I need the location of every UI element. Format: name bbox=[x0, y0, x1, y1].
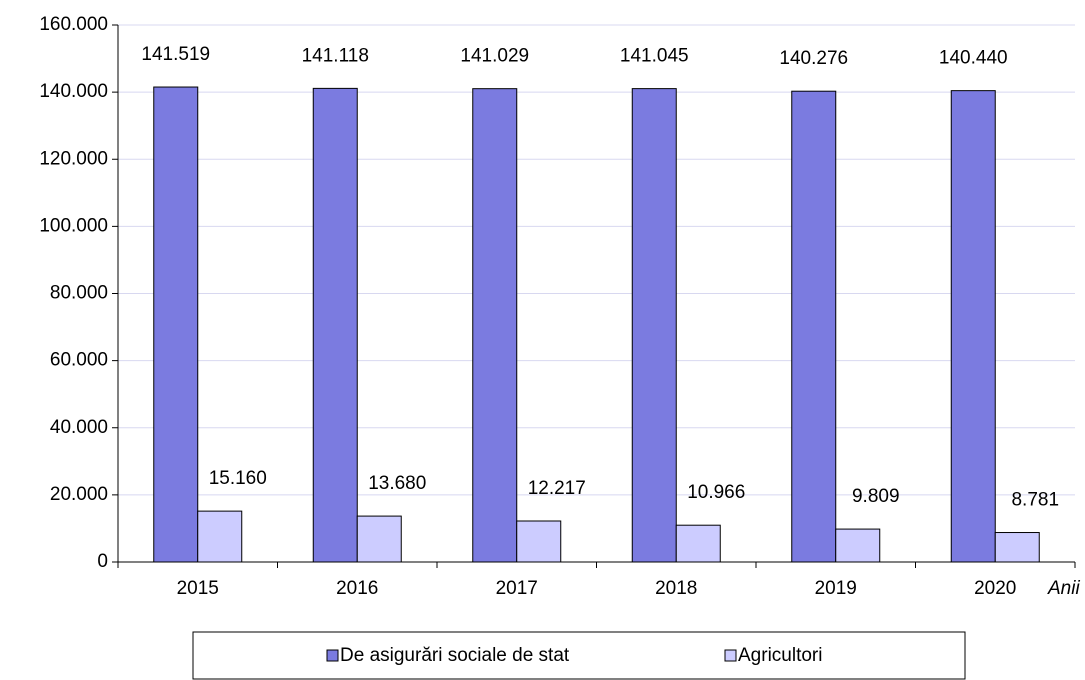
legend-swatch bbox=[326, 649, 339, 662]
x-tick-label: 2019 bbox=[815, 578, 857, 599]
data-label: 140.440 bbox=[939, 48, 1008, 69]
data-label: 12.217 bbox=[528, 478, 586, 499]
y-tick-label: 60.000 bbox=[50, 350, 108, 371]
x-tick-label: 2015 bbox=[177, 578, 219, 599]
y-tick-label: 20.000 bbox=[50, 484, 108, 505]
bar bbox=[791, 90, 837, 563]
y-tick-label: 0 bbox=[97, 551, 108, 572]
y-tick-label: 160.000 bbox=[39, 14, 108, 35]
data-label: 10.966 bbox=[687, 482, 745, 503]
legend-swatch bbox=[724, 649, 737, 662]
y-tick-label: 120.000 bbox=[39, 148, 108, 169]
bar bbox=[631, 88, 677, 563]
y-tick-label: 140.000 bbox=[39, 81, 108, 102]
x-tick-label: 2020 bbox=[974, 578, 1016, 599]
bar bbox=[197, 510, 243, 563]
legend-label: Agricultori bbox=[738, 645, 822, 666]
data-label: 141.029 bbox=[460, 46, 529, 67]
x-tick-label: 2017 bbox=[496, 578, 538, 599]
bar bbox=[950, 90, 996, 563]
data-label: 15.160 bbox=[209, 468, 267, 489]
data-label: 141.519 bbox=[141, 44, 210, 65]
y-tick-label: 80.000 bbox=[50, 283, 108, 304]
data-label: 141.045 bbox=[620, 46, 689, 67]
x-tick-label: 2016 bbox=[336, 578, 378, 599]
data-label: 141.118 bbox=[302, 45, 369, 66]
bar bbox=[994, 532, 1040, 563]
x-axis-label: Anii bbox=[1047, 578, 1080, 599]
bar bbox=[312, 87, 358, 563]
legend-box bbox=[192, 631, 966, 680]
bar bbox=[472, 88, 518, 563]
bar bbox=[835, 528, 881, 563]
bar bbox=[516, 520, 562, 563]
bar bbox=[153, 86, 199, 563]
bar bbox=[356, 515, 402, 563]
y-tick-label: 40.000 bbox=[50, 417, 108, 438]
y-tick-label: 100.000 bbox=[39, 215, 108, 236]
data-label: 9.809 bbox=[852, 486, 900, 507]
data-label: 140.276 bbox=[779, 48, 848, 69]
data-label: 13.680 bbox=[368, 473, 426, 494]
data-label: 8.781 bbox=[1011, 490, 1059, 511]
x-tick-label: 2018 bbox=[655, 578, 697, 599]
legend-label: De asigurări sociale de stat bbox=[340, 645, 570, 666]
bar bbox=[675, 524, 721, 563]
